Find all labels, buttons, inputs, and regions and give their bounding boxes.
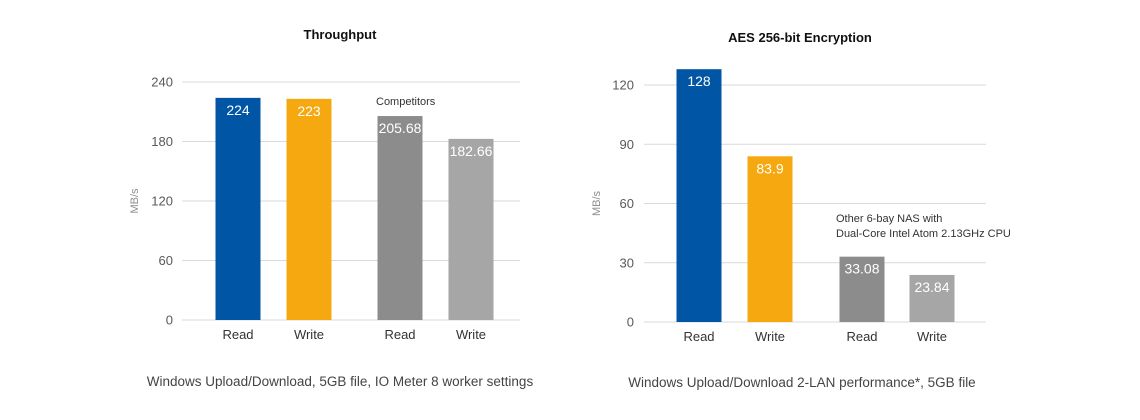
y-tick-label: 60 <box>620 196 634 211</box>
category-label: Read <box>384 327 415 342</box>
y-tick-label: 0 <box>166 313 173 328</box>
data-label: 182.66 <box>450 143 493 159</box>
chart-title: Throughput <box>304 27 378 42</box>
y-axis-label: MB/s <box>591 190 603 216</box>
category-label: Write <box>755 329 785 344</box>
bar <box>215 97 261 320</box>
data-label: 83.9 <box>756 160 783 176</box>
category-label: Read <box>683 329 714 344</box>
chart-caption: Windows Upload/Download 2-LAN performanc… <box>628 375 975 390</box>
data-label: 223 <box>297 103 321 119</box>
y-tick-label: 240 <box>151 75 173 90</box>
data-label: 33.08 <box>844 261 879 277</box>
competitor-annotation: Other 6-bay NAS with <box>836 213 942 225</box>
y-tick-label: 120 <box>612 78 634 93</box>
data-label: 128 <box>687 73 711 89</box>
bar <box>839 256 885 322</box>
y-tick-label: 120 <box>151 194 173 209</box>
category-label: Read <box>222 327 253 342</box>
competitor-annotation: Competitors <box>376 96 436 108</box>
bar <box>448 138 494 320</box>
bar <box>286 98 332 320</box>
y-tick-label: 0 <box>627 315 634 330</box>
category-label: Write <box>456 327 486 342</box>
category-label: Write <box>917 329 947 344</box>
data-label: 205.68 <box>379 120 422 136</box>
bar <box>909 274 955 322</box>
category-label: Write <box>294 327 324 342</box>
y-tick-label: 60 <box>159 253 173 268</box>
data-label: 224 <box>226 102 250 118</box>
y-axis-label: MB/s <box>129 188 141 214</box>
chart-title: AES 256-bit Encryption <box>728 30 872 45</box>
data-label: 23.84 <box>914 279 949 295</box>
chart-caption: Windows Upload/Download, 5GB file, IO Me… <box>147 374 534 389</box>
bar <box>377 116 423 320</box>
competitor-annotation: Dual-Core Intel Atom 2.13GHz CPU <box>836 228 1011 240</box>
y-tick-label: 30 <box>620 255 634 270</box>
category-label: Read <box>846 329 877 344</box>
bar <box>676 69 722 322</box>
y-tick-label: 90 <box>620 137 634 152</box>
bar <box>747 156 793 322</box>
y-tick-label: 180 <box>151 134 173 149</box>
